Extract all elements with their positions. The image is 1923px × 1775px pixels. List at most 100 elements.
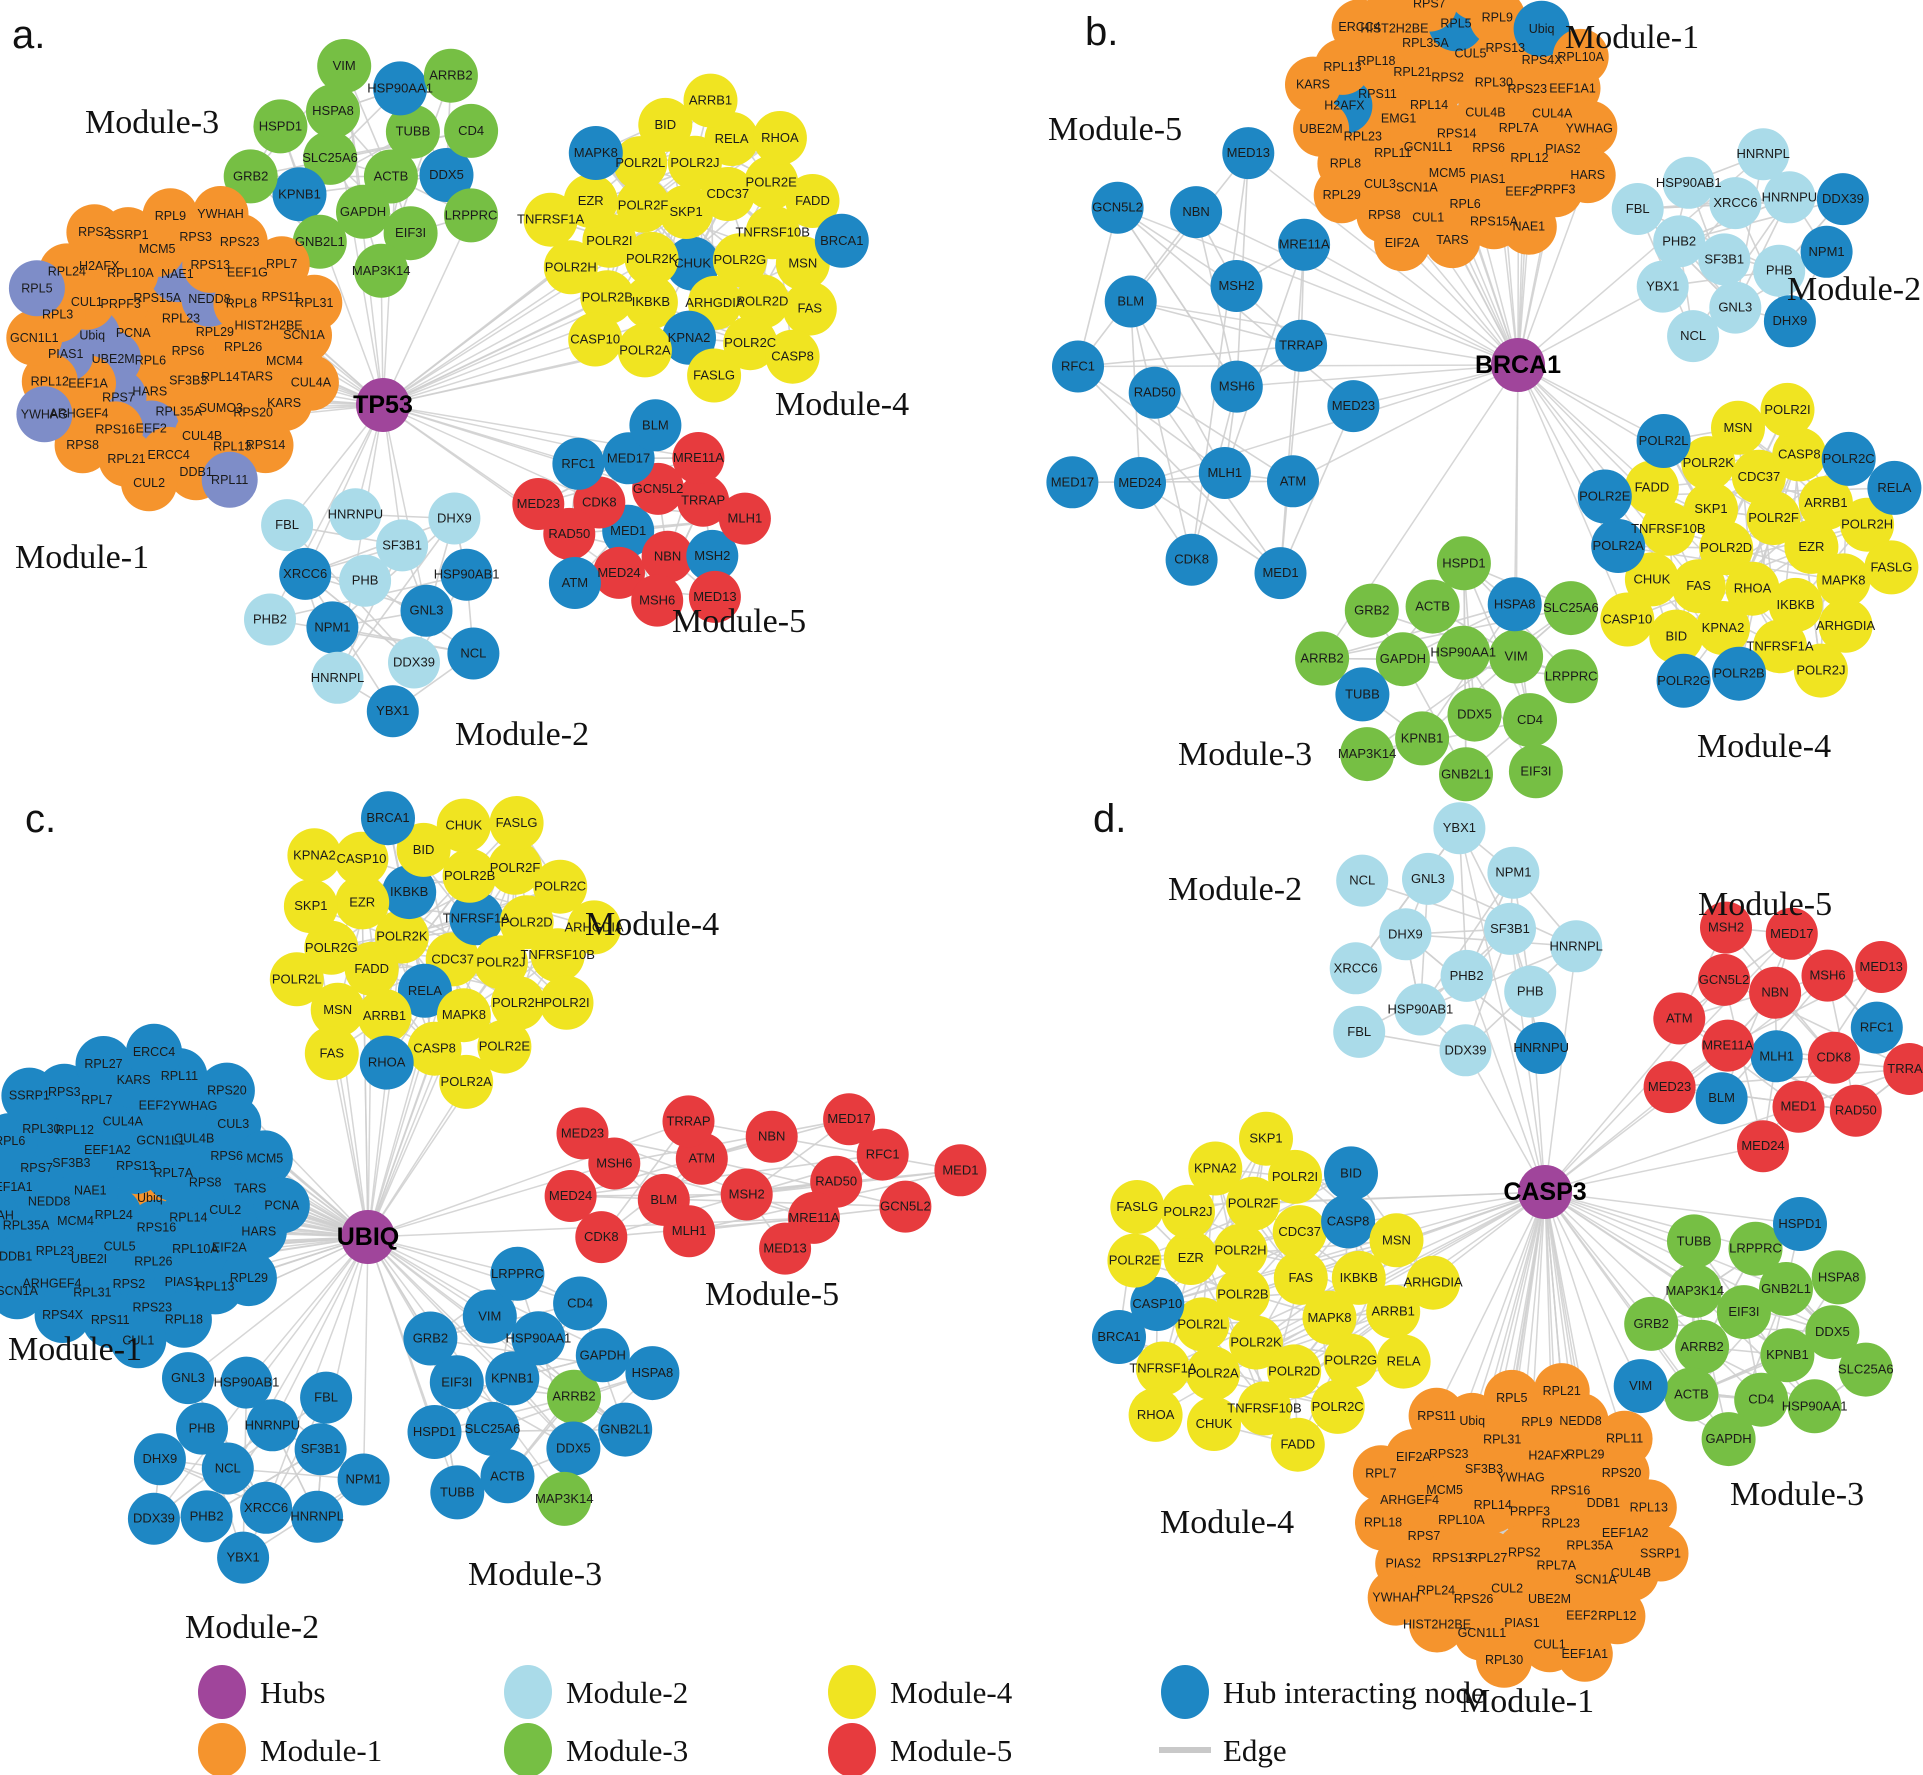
node-label-POLR2C: POLR2C <box>534 879 586 894</box>
node-label-MED23: MED23 <box>517 496 560 511</box>
node-label-KARS: KARS <box>1296 78 1330 92</box>
node-HSPA8 <box>625 1346 680 1401</box>
node-label-BID: BID <box>1340 1165 1362 1180</box>
node-label-HSPA8: HSPA8 <box>632 1365 674 1380</box>
node-label-LRPPRC: LRPPRC <box>1729 1241 1782 1256</box>
node-label-HSP90AA1: HSP90AA1 <box>1782 1398 1848 1413</box>
node-PHB <box>1504 965 1557 1018</box>
node-label-RPL13: RPL13 <box>213 440 251 454</box>
node-label-ATM: ATM <box>562 575 588 590</box>
node-HSP90AB1 <box>1662 156 1715 209</box>
node-label-NAE1: NAE1 <box>74 1184 107 1198</box>
node-GNL3 <box>162 1352 214 1405</box>
node-label-IKBKB: IKBKB <box>632 294 670 309</box>
node-label-ATM: ATM <box>689 1151 715 1166</box>
node-label-NCL: NCL <box>1349 873 1375 888</box>
node-label-RPS3: RPS3 <box>48 1085 81 1099</box>
node-label-MED24: MED24 <box>597 565 640 580</box>
node-label-NPM1: NPM1 <box>1495 865 1531 880</box>
node-label-MCM5: MCM5 <box>139 242 176 256</box>
node-label-PHB: PHB <box>1766 263 1793 278</box>
node-label-TNFRSF10B: TNFRSF10B <box>735 224 809 239</box>
node-label-EZR: EZR <box>578 193 604 208</box>
node-label-RPL29: RPL29 <box>230 1271 268 1285</box>
node-IKBKB <box>623 275 678 330</box>
node-label-CUL1: CUL1 <box>1412 211 1444 225</box>
edge-hub-spoke <box>1464 1049 1546 1193</box>
node-KPNB1 <box>1760 1328 1815 1383</box>
node-label-RPS3: RPS3 <box>179 230 212 244</box>
node-YWHAH <box>1367 1569 1424 1626</box>
node-ARRB2 <box>547 1369 601 1424</box>
hub-label-BRCA1: BRCA1 <box>1475 351 1561 379</box>
edge-hub-spoke <box>1465 975 1546 1193</box>
node-DHX9 <box>133 1433 186 1486</box>
node-label-MSH6: MSH6 <box>596 1156 632 1171</box>
module-label-b-m4: Module-4 <box>1697 728 1831 765</box>
node-label-MRE11A: MRE11A <box>673 450 724 465</box>
node-label-MED13: MED13 <box>693 589 736 604</box>
node-label-RPL29: RPL29 <box>196 325 234 339</box>
node-label-HSP90AA1: HSP90AA1 <box>367 80 433 95</box>
node-label-YWHAG: YWHAG <box>21 407 68 421</box>
node-label-GNB2L1: GNB2L1 <box>600 1422 650 1437</box>
node-label-PHB2: PHB2 <box>253 612 287 627</box>
node-UBE2M <box>1293 100 1350 157</box>
node-RPL31 <box>286 274 343 331</box>
node-label-HNRNPU: HNRNPU <box>1513 1040 1569 1055</box>
node-label-CUL5: CUL5 <box>104 1240 136 1254</box>
node-label-RAD50: RAD50 <box>1134 385 1176 400</box>
node-label-XRCC6: XRCC6 <box>1713 195 1757 210</box>
node-POLR2E <box>1577 469 1632 524</box>
node-label-MLH1: MLH1 <box>1207 465 1242 480</box>
node-label-CASP8: CASP8 <box>1778 446 1821 461</box>
node-label-RPS7: RPS7 <box>102 390 135 404</box>
node-RAD50 <box>1128 366 1181 419</box>
node-label-POLR2G: POLR2G <box>714 252 767 267</box>
node-HSP90AA1 <box>511 1311 566 1366</box>
node-RFC1 <box>856 1128 909 1181</box>
node-label-RFC1: RFC1 <box>866 1147 900 1162</box>
node-label-RPL21: RPL21 <box>1393 65 1431 79</box>
node-label-CDC37: CDC37 <box>1738 469 1781 484</box>
node-label-KPNB1: KPNB1 <box>1401 730 1444 745</box>
node-label-BRCA1: BRCA1 <box>820 233 863 248</box>
node-label-VIM: VIM <box>1629 1378 1652 1393</box>
node-label-GNB2L1: GNB2L1 <box>1761 1281 1811 1296</box>
edge-hub-spoke <box>1139 364 1519 484</box>
cluster-a-m2 <box>244 488 500 738</box>
node-label-POLR2B: POLR2B <box>582 289 633 304</box>
node-CASP10 <box>1130 1277 1185 1331</box>
node-label-POLR2C: POLR2C <box>1823 451 1875 466</box>
node-label-MSN: MSN <box>788 255 817 270</box>
legend-label-module-4: Module-4 <box>890 1675 1013 1710</box>
node-label-BLM: BLM <box>650 1192 677 1207</box>
node-label-CUL1: CUL1 <box>122 1333 154 1347</box>
node-label-PIAS1: PIAS1 <box>165 1275 200 1289</box>
legend-label-module-5: Module-5 <box>890 1733 1012 1768</box>
node-label-CUL1: CUL1 <box>1534 1637 1566 1651</box>
edge-hub-spoke <box>1544 1105 1799 1193</box>
node-TNFRSF10B <box>1237 1381 1292 1436</box>
node-label-MLH1: MLH1 <box>1759 1048 1794 1063</box>
node-KARS <box>1285 56 1341 113</box>
node-label-RPL26: RPL26 <box>224 340 262 354</box>
node-ACTB <box>1664 1367 1719 1422</box>
node-label-RPL24: RPL24 <box>1417 1584 1455 1598</box>
node-label-RPS2: RPS2 <box>78 225 111 239</box>
node-label-RPL6: RPL6 <box>1449 197 1480 211</box>
node-label-POLR2K: POLR2K <box>1230 1335 1282 1350</box>
node-label-ARHGDIA: ARHGDIA <box>564 919 624 934</box>
node-POLR2B <box>1712 646 1766 701</box>
node-label-KPNB1: KPNB1 <box>278 186 321 201</box>
node-label-UBE2M: UBE2M <box>92 352 135 366</box>
node-RPS4X <box>34 1287 91 1343</box>
node-CDK8 <box>1807 1031 1860 1084</box>
node-label-RPL27: RPL27 <box>84 1057 122 1071</box>
node-POLR2L <box>613 136 668 191</box>
node-label-NCL: NCL <box>1680 328 1706 343</box>
node-label-CDC37: CDC37 <box>1278 1224 1321 1239</box>
node-label-RPL6: RPL6 <box>0 1134 25 1148</box>
node-label-VIM: VIM <box>478 1309 501 1324</box>
node-label-MCM5: MCM5 <box>1429 166 1466 180</box>
